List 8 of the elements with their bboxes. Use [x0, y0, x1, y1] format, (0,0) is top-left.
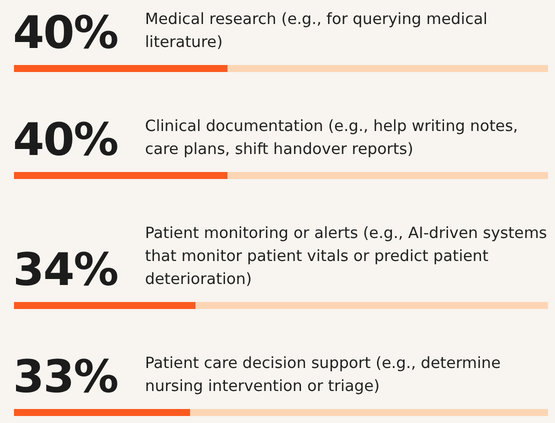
data-label: 34% [13, 243, 118, 296]
data-label: 33% [13, 350, 118, 403]
data-label: 40% [13, 113, 118, 166]
y-tick-label: Medical research (e.g., for querying medical literature) [145, 10, 488, 51]
data-label: 40% [13, 6, 118, 59]
y-tick-label: Patient care decision support (e.g., determine nursing intervention or triage) [145, 354, 501, 395]
y-tick-label: Patient monitoring or alerts (e.g., AI-driven systems that monitor patient vitals or predict patient deterioration) [145, 224, 548, 288]
y-tick-label: Clinical documentation (e.g., help writing notes, care plans, shift handover reports) [145, 117, 518, 158]
